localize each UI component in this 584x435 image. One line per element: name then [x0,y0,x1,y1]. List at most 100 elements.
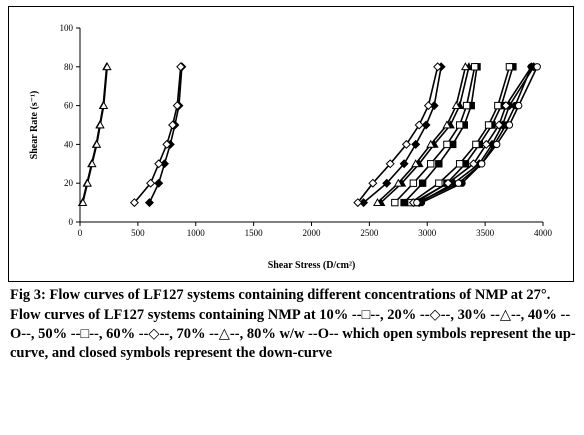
point-triangle [99,100,109,109]
point-circle [533,63,541,71]
axes: 0 500 1000 1500 2000 2500 3000 3500 4000 0 20 40 60 8… [60,23,553,238]
y-tick-label: 20 [64,178,74,188]
point-triangle [78,197,88,206]
point-triangle [83,178,92,187]
point-triangle [411,159,421,168]
x-tick-label: 3500 [476,228,495,238]
series-8 [373,62,470,206]
point-diamond [421,120,431,130]
chart-plot: 0 500 1000 1500 2000 2500 3000 3500 4000 0 20 40 60 8… [29,23,553,271]
point-square [455,121,464,129]
y-tick-label: 80 [64,62,74,72]
series-6 [353,62,443,208]
point-square [471,63,479,71]
point-diamond [401,139,411,149]
point-diamond [411,139,421,149]
point-square [443,140,451,149]
point-square [462,101,471,110]
x-tick-label: 2000 [303,228,322,238]
point-diamond [172,101,182,111]
series-layer [77,62,541,208]
point-diamond [368,178,378,188]
point-diamond [144,198,154,208]
point-circle [477,160,486,168]
caption-description: Flow curves of LF127 systems containing … [10,307,576,361]
series-line [412,66,533,204]
series-10 [391,63,479,207]
point-triangle [451,100,461,109]
point-square [472,140,480,149]
point-square [391,198,399,207]
point-square [400,198,408,207]
y-axis-label: Shear Rate (s⁻¹) [29,91,40,160]
point-square [455,160,464,168]
x-tick-label: 1500 [245,228,264,238]
point-diamond [168,120,178,130]
point-circle [493,140,501,149]
series-line [148,66,183,203]
point-square [484,121,493,129]
y-tick-label: 40 [64,139,74,149]
y-tick-label: 100 [60,23,74,33]
point-diamond [176,62,186,72]
series-line [416,66,538,204]
point-diamond [359,198,369,208]
point-diamond [414,120,424,130]
point-square [418,179,427,187]
y-tick-label: 60 [64,101,74,111]
point-diamond [469,159,479,169]
point-diamond [382,178,392,188]
y-tick-label: 0 [69,217,74,227]
series-16 [413,63,541,207]
point-diamond [433,62,443,72]
point-square [427,160,435,168]
series-14 [408,62,536,208]
point-triangle [393,178,403,187]
point-diamond [353,198,363,208]
point-square [409,179,418,187]
point-diamond [146,178,156,188]
x-tick-label: 4000 [534,228,553,238]
point-triangle [426,139,436,148]
point-diamond [154,178,164,188]
point-square [494,101,502,110]
point-triangle [442,120,452,129]
point-square [505,63,514,71]
x-tick-label: 2500 [360,228,379,238]
point-diamond [154,159,164,169]
point-triangle [87,159,97,168]
point-square [435,160,443,168]
point-circle [413,198,421,207]
series-4 [129,62,186,208]
point-diamond [443,178,453,188]
x-axis-label: Shear Stress (D/cm²) [268,260,356,271]
point-diamond [423,101,433,111]
point-diamond [481,139,491,149]
point-diamond [494,120,504,130]
caption-title: Fig 3: Flow curves of LF127 systems cont… [10,287,551,303]
point-diamond [162,139,172,149]
series-2 [78,62,112,206]
point-triangle [373,197,382,206]
chart-frame: 0 500 1000 1500 2000 2500 3000 3500 4000 0 20 40 60 8… [8,6,574,282]
x-tick-label: 0 [78,228,83,238]
point-triangle [95,120,105,129]
point-diamond [399,159,409,169]
point-circle [454,179,463,187]
point-diamond [385,159,395,169]
x-tick-label: 500 [131,228,145,238]
point-diamond [501,101,511,111]
point-diamond [129,198,139,208]
figure-caption: Fig 3: Flow curves of LF127 systems cont… [10,286,576,363]
point-diamond [429,101,439,111]
point-triangle [92,139,102,148]
point-circle [514,101,523,110]
point-triangle [102,62,112,71]
point-diamond [159,159,170,169]
x-tick-label: 1000 [187,228,206,238]
point-square [435,179,443,187]
x-tick-label: 3000 [418,228,437,238]
point-circle [505,121,514,129]
point-triangle [460,62,470,71]
